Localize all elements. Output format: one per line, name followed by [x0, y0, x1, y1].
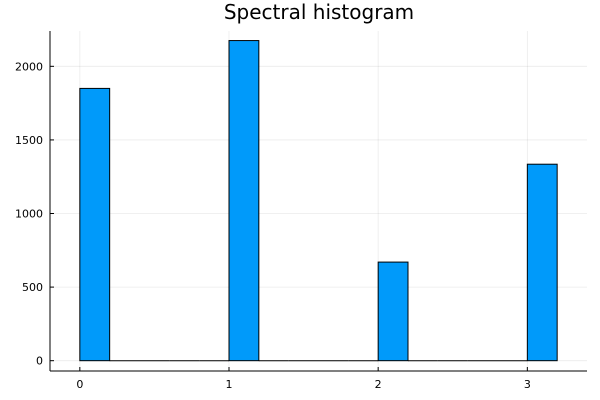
grid-layer — [50, 31, 587, 371]
x-tick-label: 2 — [375, 378, 382, 391]
y-tick-label: 2000 — [15, 60, 43, 73]
x-tick-label: 1 — [226, 378, 233, 391]
y-tick-label: 500 — [22, 281, 43, 294]
histogram-bar — [526, 163, 558, 362]
y-tick-label: 0 — [36, 355, 43, 368]
bar-layer — [79, 40, 558, 362]
histogram-bar — [377, 261, 409, 362]
histogram-bar — [228, 40, 260, 362]
y-tick-label: 1500 — [15, 134, 43, 147]
y-tick-label: 1000 — [15, 208, 43, 221]
axis-layer — [49, 31, 587, 372]
x-tick-label: 3 — [524, 378, 531, 391]
chart-title: Spectral histogram — [224, 0, 414, 24]
tick-layer: 0 1 2 3 0 500 1000 1500 2000 — [15, 60, 531, 391]
x-tick-label: 0 — [76, 378, 83, 391]
histogram-bar — [79, 87, 111, 362]
